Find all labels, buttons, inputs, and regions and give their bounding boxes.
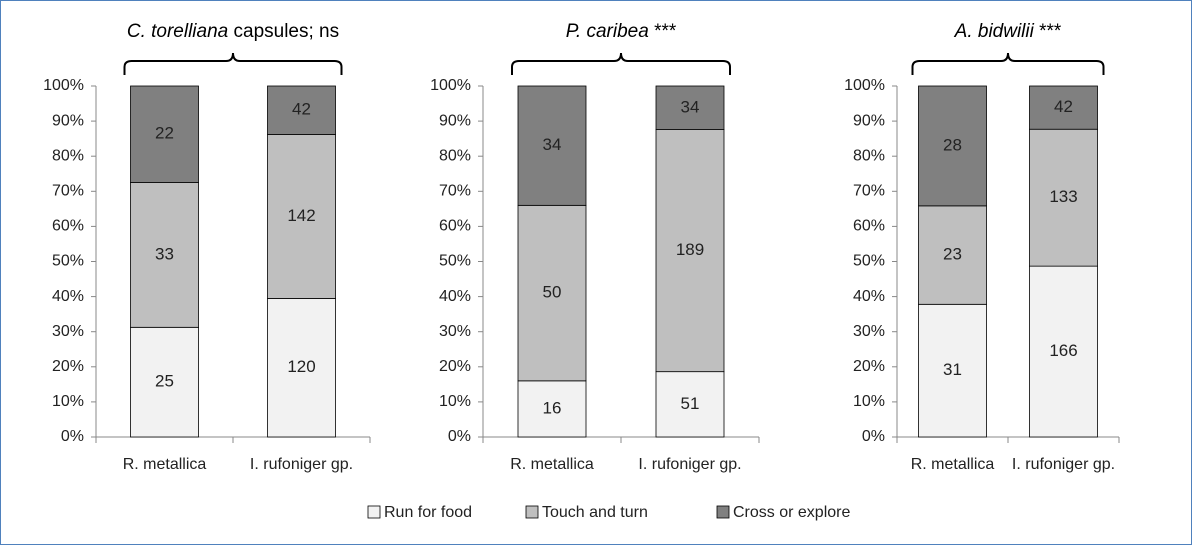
title-part: C. torelliana (127, 21, 228, 42)
y-tick-label: 70% (52, 183, 84, 200)
data-label: 23 (943, 245, 962, 264)
bar-segment (918, 303, 987, 438)
chart-title: C. torelliana capsules; ns (127, 21, 339, 42)
data-label: 31 (943, 360, 962, 379)
y-tick-label: 80% (853, 147, 885, 164)
y-tick-label: 10% (853, 393, 885, 410)
data-label: 133 (1049, 187, 1077, 206)
y-tick-label: 60% (52, 218, 84, 235)
data-label: 28 (943, 135, 962, 154)
bar-segment (918, 85, 987, 207)
y-tick-label: 100% (430, 77, 471, 94)
y-tick-label: 0% (862, 428, 885, 445)
data-label: 25 (155, 372, 174, 391)
bar-segment (267, 298, 336, 438)
y-tick-label: 90% (439, 112, 471, 129)
x-tick-label: I. rufoniger gp. (1012, 456, 1115, 473)
y-tick-label: 10% (439, 393, 471, 410)
data-label: 142 (287, 206, 315, 225)
data-label: 189 (676, 240, 704, 259)
y-tick-label: 20% (439, 358, 471, 375)
y-tick-label: 0% (61, 428, 84, 445)
y-tick-label: 20% (853, 358, 885, 375)
bar-segment (655, 85, 725, 130)
y-tick-label: 80% (439, 147, 471, 164)
data-label: 34 (681, 97, 700, 116)
brace (123, 52, 343, 75)
bar-segment (655, 371, 725, 438)
bar-segment (1029, 85, 1098, 130)
title-part: A. bidwilii (954, 21, 1035, 42)
y-tick-label: 20% (52, 358, 84, 375)
y-tick-label: 80% (52, 147, 84, 164)
brace (911, 52, 1105, 75)
bar-segment (130, 326, 199, 438)
bar-segment (267, 134, 336, 299)
bar-segment (267, 85, 336, 135)
chart-title: A. bidwilii *** (954, 21, 1062, 42)
data-label: 42 (292, 100, 311, 119)
legend-swatch (716, 505, 730, 519)
data-label: 22 (155, 124, 174, 143)
y-tick-label: 90% (853, 112, 885, 129)
data-label: 51 (681, 394, 700, 413)
y-tick-label: 30% (52, 323, 84, 340)
y-tick-label: 50% (52, 253, 84, 270)
legend: Run for food Touch and turn Cross or explo… (367, 504, 850, 521)
data-label: 166 (1049, 341, 1077, 360)
legend-swatch (525, 505, 539, 519)
legend-label: Touch and turn (542, 504, 648, 521)
data-label: 120 (287, 357, 315, 376)
bar-segment (517, 204, 587, 382)
y-tick-label: 0% (448, 428, 471, 445)
title-part: *** (649, 21, 677, 42)
x-tick-label: R. metallica (911, 456, 995, 473)
data-label: 33 (155, 244, 174, 263)
legend-label: Run for food (384, 504, 472, 521)
title-part: *** (1034, 21, 1062, 42)
bar-segment (130, 85, 199, 183)
bar-segment (517, 85, 587, 206)
brace (511, 52, 731, 75)
x-tick-label: R. metallica (123, 456, 207, 473)
legend-swatch (367, 505, 381, 519)
data-label: 50 (543, 283, 562, 302)
y-tick-label: 70% (853, 183, 885, 200)
data-label: 42 (1054, 97, 1073, 116)
y-tick-label: 60% (439, 218, 471, 235)
data-label: 16 (543, 398, 562, 417)
y-tick-label: 10% (52, 393, 84, 410)
y-tick-label: 90% (52, 112, 84, 129)
x-tick-label: I. rufoniger gp. (250, 456, 353, 473)
y-tick-label: 60% (853, 218, 885, 235)
bar-segment (918, 205, 987, 305)
x-tick-label: I. rufoniger gp. (638, 456, 741, 473)
y-tick-label: 40% (439, 288, 471, 305)
y-tick-label: 70% (439, 183, 471, 200)
legend-label: Cross or explore (733, 504, 850, 521)
y-tick-label: 50% (439, 253, 471, 270)
bar-segment (130, 182, 199, 328)
y-tick-label: 100% (43, 77, 84, 94)
chart-title: P. caribea *** (566, 21, 677, 42)
y-tick-label: 30% (853, 323, 885, 340)
title-part: capsules; ns (228, 21, 339, 42)
y-tick-label: 40% (853, 288, 885, 305)
bar-segment (517, 380, 587, 438)
bar-segment (1029, 128, 1098, 267)
y-tick-label: 100% (844, 77, 885, 94)
bar-segment (655, 129, 725, 373)
title-part: P. caribea (566, 21, 649, 42)
y-tick-label: 50% (853, 253, 885, 270)
y-tick-label: 40% (52, 288, 84, 305)
y-tick-label: 30% (439, 323, 471, 340)
x-tick-label: R. metallica (510, 456, 594, 473)
data-label: 34 (543, 135, 562, 154)
